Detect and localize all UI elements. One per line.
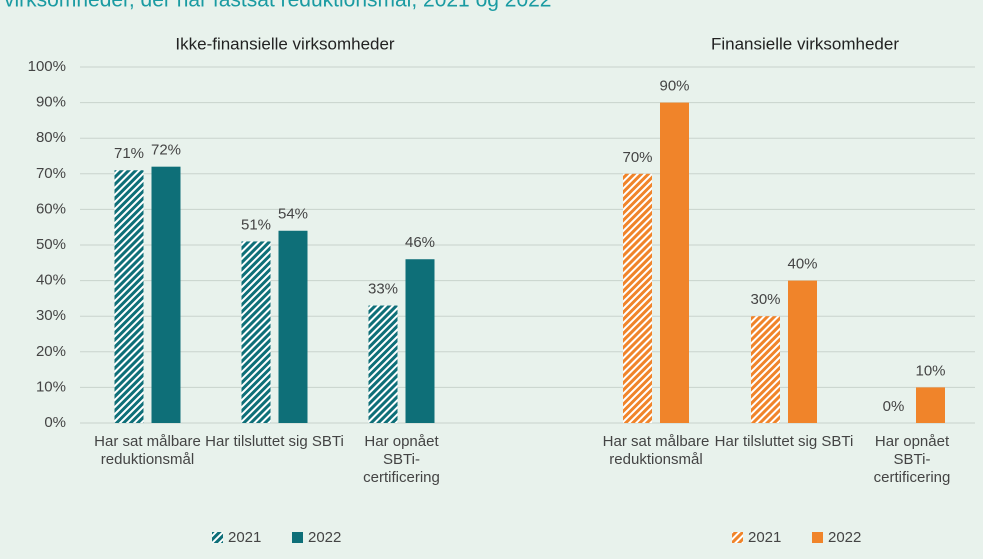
y-tick-label: 100% — [28, 58, 66, 75]
x-tick-label: Har tilsluttet sig SBTi — [714, 433, 854, 450]
bar — [241, 241, 271, 423]
data-label: 30% — [750, 291, 780, 308]
data-label: 10% — [915, 362, 945, 379]
legend-swatch — [732, 532, 743, 543]
data-label: 70% — [622, 149, 652, 166]
bar — [660, 102, 689, 423]
y-tick-label: 90% — [36, 94, 66, 111]
x-tick-label: Har tilsluttet sig SBTi — [205, 433, 344, 450]
legend-label: 2022 — [308, 529, 341, 546]
bar — [788, 280, 817, 423]
y-tick-label: 50% — [36, 236, 66, 253]
legend-label: 2021 — [228, 529, 261, 546]
y-tick-label: 80% — [36, 129, 66, 146]
y-tick-label: 30% — [36, 307, 66, 324]
data-label: 40% — [787, 256, 817, 273]
legend-swatch — [212, 532, 223, 543]
y-tick-label: 70% — [36, 165, 66, 182]
y-tick-label: 20% — [36, 343, 66, 360]
bar — [368, 305, 398, 423]
chart-title: virksomheder, der har fastsat reduktions… — [4, 0, 551, 12]
bar — [916, 387, 945, 423]
data-label: 71% — [114, 145, 144, 162]
x-tick-label: Har sat målbare reduktionsmål — [94, 433, 201, 468]
x-tick-label: Har opnået SBTi-certificering — [363, 433, 440, 486]
data-label: 51% — [241, 216, 271, 233]
bar — [151, 166, 181, 423]
x-tick-label: Har opnået SBTi-certificering — [873, 433, 951, 486]
data-label: 46% — [405, 234, 435, 251]
data-label: 72% — [151, 142, 181, 159]
data-label: 54% — [278, 206, 308, 223]
data-label: 0% — [883, 398, 905, 415]
data-label: 33% — [368, 280, 398, 297]
legend-swatch — [812, 532, 823, 543]
y-tick-label: 60% — [36, 200, 66, 217]
panel-title: Finansielle virksomheder — [711, 34, 899, 53]
legend-swatch — [292, 532, 303, 543]
y-tick-label: 10% — [36, 378, 66, 395]
y-tick-label: 0% — [44, 414, 66, 431]
bar — [405, 259, 435, 423]
bar — [278, 230, 308, 423]
panel-title: Ikke-finansielle virksomheder — [175, 34, 395, 53]
data-label: 90% — [659, 78, 689, 95]
x-tick-label: Har sat målbare reduktionsmål — [602, 433, 710, 468]
legend-label: 2021 — [748, 529, 781, 546]
bar — [114, 170, 144, 423]
y-tick-label: 40% — [36, 272, 66, 289]
legend-label: 2022 — [828, 529, 861, 546]
bar — [751, 316, 780, 423]
bar — [623, 173, 652, 423]
